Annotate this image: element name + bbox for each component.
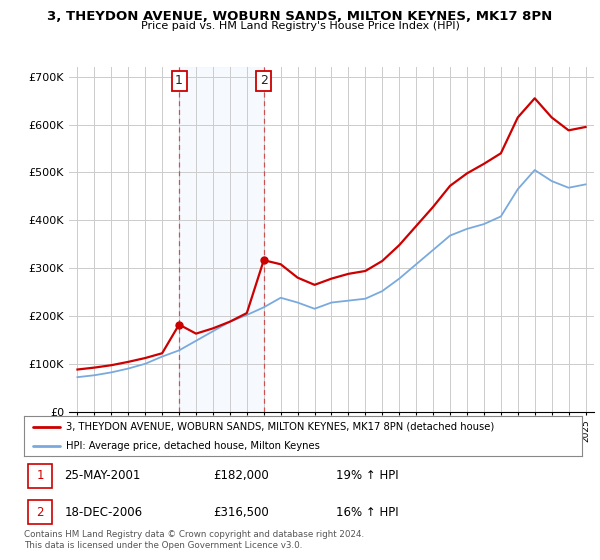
Text: 1: 1	[175, 74, 183, 87]
Text: £316,500: £316,500	[214, 506, 269, 519]
Text: 1: 1	[37, 469, 44, 482]
Text: HPI: Average price, detached house, Milton Keynes: HPI: Average price, detached house, Milt…	[66, 441, 320, 451]
Text: 2: 2	[260, 74, 268, 87]
Text: 2: 2	[37, 506, 44, 519]
Text: 3, THEYDON AVENUE, WOBURN SANDS, MILTON KEYNES, MK17 8PN: 3, THEYDON AVENUE, WOBURN SANDS, MILTON …	[47, 10, 553, 23]
Text: 19% ↑ HPI: 19% ↑ HPI	[337, 469, 399, 482]
Text: 25-MAY-2001: 25-MAY-2001	[64, 469, 140, 482]
Text: Contains HM Land Registry data © Crown copyright and database right 2024.
This d: Contains HM Land Registry data © Crown c…	[24, 530, 364, 550]
Text: £182,000: £182,000	[214, 469, 269, 482]
FancyBboxPatch shape	[28, 464, 52, 488]
Text: 16% ↑ HPI: 16% ↑ HPI	[337, 506, 399, 519]
Text: Price paid vs. HM Land Registry's House Price Index (HPI): Price paid vs. HM Land Registry's House …	[140, 21, 460, 31]
FancyBboxPatch shape	[28, 500, 52, 524]
Text: 3, THEYDON AVENUE, WOBURN SANDS, MILTON KEYNES, MK17 8PN (detached house): 3, THEYDON AVENUE, WOBURN SANDS, MILTON …	[66, 422, 494, 432]
Text: 18-DEC-2006: 18-DEC-2006	[64, 506, 142, 519]
Bar	[179, 67, 264, 412]
